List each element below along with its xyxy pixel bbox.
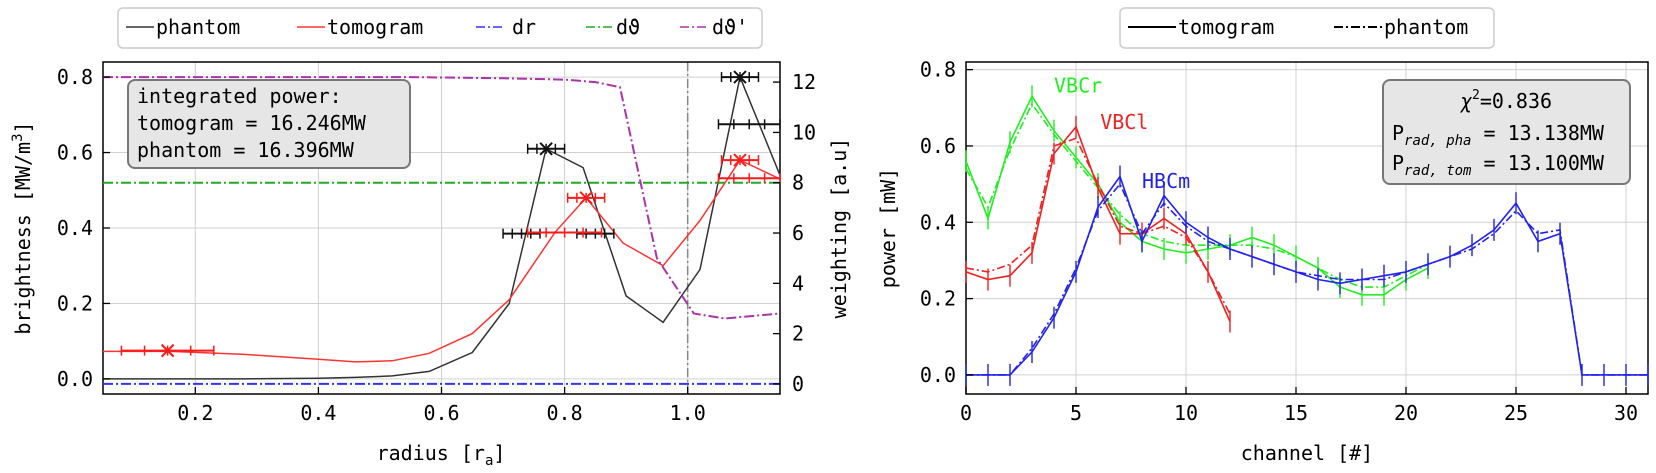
right-chart: 0 5 10 15 20 25 30 0.0 0.2 0.4 0.6 0.8 VBCr VBCl HBC… bbox=[876, 7, 1649, 465]
right-x-tick-label: 20 bbox=[1394, 401, 1418, 425]
series-tomogram bbox=[103, 159, 781, 363]
left-y2-tick-label: 12 bbox=[792, 70, 816, 94]
left-y-tick-label: 0.2 bbox=[57, 291, 93, 315]
left-y-axis-label: brightness [MW/m3] bbox=[10, 121, 35, 334]
right-y-axis-label: power [mW] bbox=[876, 168, 900, 288]
legend-label-dtheta: dϑ bbox=[616, 15, 640, 39]
left-legend: phantom tomogram dr dϑ dϑ' bbox=[117, 7, 763, 49]
series-label-vbcr: VBCr bbox=[1054, 74, 1102, 98]
series-d bbox=[103, 76, 781, 320]
annotation-line-1: integrated power: bbox=[137, 84, 342, 108]
left-y2-tick-label: 4 bbox=[792, 271, 804, 295]
left-x-tick-label: 0.4 bbox=[300, 401, 336, 425]
left-y2-ticks: 0 2 4 6 8 10 12 bbox=[773, 70, 816, 396]
left-y2-tick-label: 6 bbox=[792, 221, 804, 245]
left-series bbox=[103, 74, 781, 385]
left-y2-axis-label: weighting [a.u] bbox=[827, 138, 851, 319]
left-x-ticks: 0.2 0.4 0.6 0.8 1.0 bbox=[177, 387, 706, 425]
p-rad-phantom: Prad, pha = 13.138MW bbox=[1392, 121, 1605, 149]
left-legend-frame bbox=[117, 7, 763, 49]
phantom-marker-x bbox=[539, 142, 553, 156]
left-x-tick-label: 1.0 bbox=[670, 401, 706, 425]
series-label-hbcm: HBCm bbox=[1142, 169, 1190, 193]
right-x-tick-label: 30 bbox=[1614, 401, 1638, 425]
series-hbcm-tomogram bbox=[966, 174, 1648, 376]
legend-label-dtheta-prime: dϑ' bbox=[712, 15, 748, 39]
left-y2-tick-label: 10 bbox=[792, 120, 816, 144]
left-markers bbox=[120, 70, 781, 358]
right-x-tick-label: 0 bbox=[960, 401, 972, 425]
series-phantom bbox=[103, 74, 781, 380]
phantom-marker-x bbox=[733, 70, 747, 84]
right-x-tick-label: 5 bbox=[1070, 401, 1082, 425]
series-hbcm-phantom bbox=[966, 182, 1648, 376]
series-vbcr-tomogram bbox=[965, 94, 1429, 296]
chi-square-value: χ2=0.836 bbox=[1460, 88, 1552, 113]
right-x-ticks: 0 5 10 15 20 25 30 bbox=[960, 387, 1638, 425]
right-y-tick-label: 0.2 bbox=[920, 287, 956, 311]
integrated-power-box: integrated power: tomogram = 16.246MW ph… bbox=[127, 79, 411, 169]
left-x-tick-label: 0.6 bbox=[423, 401, 459, 425]
annotation-line-3: phantom = 16.396MW bbox=[137, 138, 355, 162]
right-plot-frame bbox=[965, 61, 1649, 395]
left-y2-tick-label: 2 bbox=[792, 322, 804, 346]
right-legend: tomogram phantom bbox=[1119, 7, 1495, 49]
chi-annotation-frame bbox=[1382, 79, 1631, 185]
tomogram-marker-x bbox=[160, 343, 175, 358]
right-y-tick-label: 0.0 bbox=[920, 363, 956, 387]
left-y2-tick-label: 0 bbox=[792, 372, 804, 396]
right-x-tick-label: 10 bbox=[1174, 401, 1198, 425]
legend-label-tomogram-right: tomogram bbox=[1178, 15, 1274, 39]
right-legend-frame bbox=[1119, 7, 1495, 49]
right-y-tick-label: 0.6 bbox=[920, 134, 956, 158]
legend-label-dr: dr bbox=[512, 15, 536, 39]
right-y-tick-label: 0.4 bbox=[920, 210, 956, 234]
right-x-tick-label: 25 bbox=[1504, 401, 1528, 425]
right-x-axis-label: channel [#] bbox=[1241, 441, 1373, 465]
chi-square-box: χ2=0.836 Prad, pha = 13.138MW Prad, tom … bbox=[1382, 79, 1631, 185]
tomogram-marker-x bbox=[733, 153, 747, 167]
left-y-ticks: 0.0 0.2 0.4 0.6 0.8 bbox=[57, 65, 110, 391]
right-y-ticks: 0.0 0.2 0.4 0.6 0.8 bbox=[920, 58, 973, 387]
left-chart: 0.2 0.4 0.6 0.8 1.0 0.0 0.2 0.4 0.6 0.8 0 2 4 6 8 10 1… bbox=[10, 7, 851, 469]
annotation-line-2: tomogram = 16.246MW bbox=[137, 111, 367, 135]
annotation-frame bbox=[127, 79, 411, 169]
legend-label-tomogram: tomogram bbox=[327, 15, 423, 39]
left-y2-tick-label: 8 bbox=[792, 171, 804, 195]
right-series bbox=[965, 85, 1649, 386]
right-series-labels: VBCr VBCl HBCm bbox=[1054, 74, 1190, 193]
series-label-vbcl: VBCl bbox=[1100, 110, 1148, 134]
left-y-tick-label: 0.4 bbox=[57, 216, 93, 240]
left-x-tick-label: 0.2 bbox=[177, 401, 213, 425]
left-x-tick-label: 0.8 bbox=[547, 401, 583, 425]
p-rad-tomogram: Prad, tom = 13.100MW bbox=[1392, 151, 1605, 179]
right-x-tick-label: 15 bbox=[1284, 401, 1308, 425]
left-y-tick-label: 0.6 bbox=[57, 141, 93, 165]
left-x-axis-label: radius [ra] bbox=[377, 441, 506, 469]
tomogram-marker-x bbox=[579, 191, 593, 205]
legend-label-phantom: phantom bbox=[156, 15, 240, 39]
right-y-tick-label: 0.8 bbox=[920, 58, 956, 82]
left-y-tick-label: 0.8 bbox=[57, 65, 93, 89]
left-y-tick-label: 0.0 bbox=[57, 367, 93, 391]
legend-label-phantom-right: phantom bbox=[1384, 15, 1468, 39]
series-vbcr-phantom bbox=[965, 102, 1429, 288]
